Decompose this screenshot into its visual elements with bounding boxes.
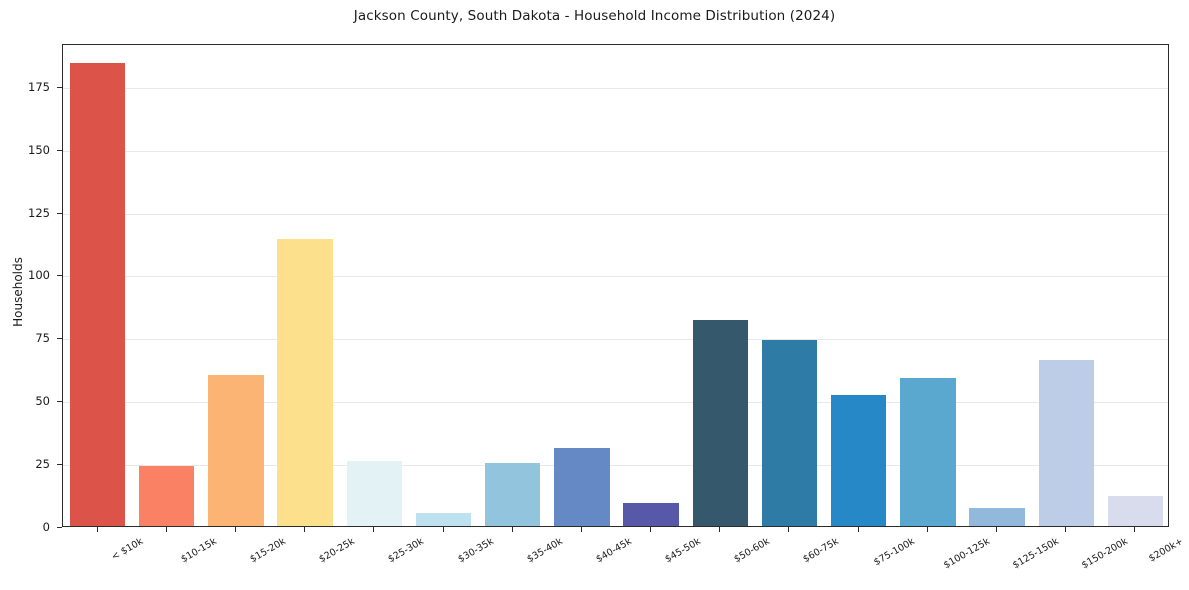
x-tick-label: $20-25k — [317, 536, 357, 566]
x-tick-label: $150-200k — [1080, 536, 1130, 572]
y-tick-label: 150 — [28, 142, 50, 157]
x-tick-label: $35-40k — [524, 536, 565, 566]
y-tick-label: 25 — [35, 457, 50, 472]
x-tick-label: $125-150k — [1010, 536, 1061, 572]
y-tick-mark — [57, 275, 62, 277]
x-tick-mark — [857, 527, 859, 532]
y-tick-mark — [57, 212, 62, 214]
y-tick-label: 100 — [28, 268, 50, 283]
bar-series — [63, 45, 1168, 526]
x-tick-label: $200k+ — [1147, 536, 1186, 565]
y-tick-label: 75 — [35, 331, 50, 346]
bar — [692, 319, 748, 526]
bar — [1107, 495, 1164, 526]
x-tick-mark — [719, 527, 721, 532]
x-tick-mark — [442, 527, 444, 532]
y-axis-label: Households — [11, 257, 25, 327]
x-tick-mark — [1134, 527, 1136, 532]
gridline — [63, 402, 1168, 404]
gridline — [63, 465, 1168, 467]
gridline — [63, 87, 1168, 89]
x-tick-mark — [165, 527, 167, 532]
bar — [830, 395, 887, 526]
x-tick-label: < $10k — [109, 536, 145, 563]
gridline — [63, 339, 1168, 341]
x-tick-mark — [788, 527, 790, 532]
x-tick-mark — [996, 527, 998, 532]
y-tick-mark — [57, 401, 62, 403]
y-tick-label: 50 — [35, 394, 50, 409]
y-tick-mark — [57, 338, 62, 340]
bar — [900, 377, 956, 526]
x-tick-mark — [926, 527, 928, 532]
bar — [346, 460, 402, 526]
x-tick-label: $45-50k — [663, 536, 703, 566]
gridline — [63, 150, 1168, 152]
x-tick-label: $75-100k — [871, 536, 917, 569]
bar — [554, 448, 610, 526]
x-tick-label: $30-35k — [455, 536, 496, 566]
x-tick-mark — [580, 527, 582, 532]
y-tick-mark — [57, 527, 62, 528]
x-tick-mark — [650, 527, 652, 532]
x-tick-label: $100-125k — [941, 536, 992, 572]
plot-area — [62, 44, 1169, 527]
bar — [623, 503, 679, 526]
y-tick-label: 125 — [28, 205, 50, 220]
bar — [208, 375, 264, 526]
y-axis: Households 0 25 50 75 100 125 150 175 — [0, 44, 62, 534]
y-tick-mark — [57, 464, 62, 466]
chart-title: Jackson County, South Dakota - Household… — [353, 8, 836, 24]
x-tick-mark — [373, 527, 375, 532]
bar — [969, 508, 1025, 526]
bar — [761, 339, 818, 526]
x-tick-mark — [511, 527, 513, 532]
bar — [277, 239, 333, 526]
x-tick-label: $60-75k — [801, 536, 842, 566]
x-tick-label: $15-20k — [248, 536, 288, 566]
x-tick-label: $50-60k — [732, 536, 772, 566]
y-tick-label: 0 — [42, 520, 50, 534]
bar — [139, 465, 195, 526]
bar — [485, 463, 541, 526]
x-axis: < $10k $10-15k $15-20k $20-25k $25-30k $30-35… — [62, 527, 1186, 590]
x-tick-label: $25-30k — [386, 536, 426, 566]
x-tick-mark — [304, 527, 306, 532]
y-tick-mark — [57, 149, 62, 151]
x-tick-label: $10-15k — [179, 536, 219, 566]
gridline — [63, 276, 1168, 278]
y-tick-label: 175 — [28, 79, 50, 94]
bar — [415, 513, 472, 526]
x-tick-label: $40-45k — [594, 536, 634, 566]
y-tick-mark — [57, 86, 62, 88]
x-tick-mark — [1065, 527, 1067, 532]
bar — [69, 63, 126, 526]
bar — [1038, 359, 1094, 526]
gridline — [63, 213, 1168, 215]
x-tick-mark — [234, 527, 236, 532]
x-tick-mark — [96, 527, 98, 532]
